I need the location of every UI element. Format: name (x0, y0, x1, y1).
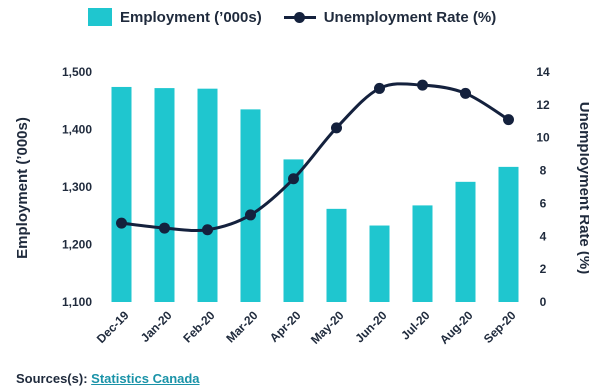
legend-unemployment-label: Unemployment Rate (%) (323, 8, 497, 26)
employment-bar (412, 205, 433, 302)
x-tick-label: Sep-20 (481, 308, 519, 346)
employment-bar (283, 159, 304, 302)
unemployment-point (331, 122, 342, 134)
x-tick-label: Jun-20 (352, 308, 389, 345)
left-tick-label: 1,300 (62, 180, 92, 194)
right-tick-label: 6 (540, 196, 547, 210)
x-tick-label: May-20 (308, 308, 347, 347)
unemployment-line (121, 82, 510, 233)
legend-item-employment: Employment (’000s) (88, 8, 262, 26)
right-tick-label: 12 (536, 98, 550, 112)
x-axis-ticks: Dec-19 Jan-20 Feb-20 Mar-20 Apr-20 May-20 Jun-… (94, 308, 519, 347)
x-tick-label: Aug-20 (437, 308, 476, 347)
x-tick-label: Apr-20 (267, 308, 304, 345)
employment-bar (111, 86, 132, 302)
right-tick-label: 8 (540, 164, 547, 178)
legend-bar-swatch (88, 8, 112, 26)
legend: Employment (’000s) Unemployment Rate (%) (88, 8, 518, 26)
right-tick-label: 14 (536, 65, 550, 79)
x-tick-label: Jan-20 (138, 308, 175, 345)
source-prefix: Sources(s): (16, 371, 88, 386)
employment-bar (154, 88, 175, 302)
legend-line-swatch (283, 8, 316, 26)
unemployment-point (503, 114, 514, 126)
unemployment-point (116, 217, 127, 229)
x-tick-label: Mar-20 (223, 308, 260, 345)
unemployment-point (245, 209, 256, 221)
right-axis-title: Unemployment Rate (%) (576, 102, 589, 275)
left-tick-label: 1,100 (62, 295, 92, 309)
left-axis-title: Employment (’000s) (14, 117, 31, 259)
employment-bar (240, 109, 261, 302)
legend-employment-label: Employment (’000s) (120, 8, 262, 26)
employment-bar (455, 181, 476, 302)
right-tick-label: 2 (540, 262, 547, 276)
left-axis-ticks: 1,100 1,200 1,300 1,400 1,500 (62, 65, 92, 309)
right-tick-label: 4 (540, 229, 547, 243)
unemployment-point (288, 173, 299, 185)
unemployment-point (417, 79, 428, 91)
x-tick-label: Dec-19 (94, 308, 132, 346)
employment-bar (369, 225, 390, 302)
x-tick-label: Jul-20 (398, 308, 433, 343)
legend-item-unemployment: Unemployment Rate (%) (283, 8, 497, 26)
right-axis-ticks: 0 2 4 6 8 10 12 14 (536, 65, 550, 309)
right-tick-label: 10 (536, 131, 550, 145)
employment-bar (498, 166, 519, 302)
unemployment-point (159, 222, 170, 234)
employment-bar (197, 88, 218, 302)
unemployment-line-layer (116, 79, 514, 236)
unemployment-point (202, 224, 213, 236)
unemployment-point (374, 82, 385, 94)
left-tick-label: 1,200 (62, 238, 92, 252)
statistics-canada-link[interactable]: Statistics Canada (91, 371, 200, 386)
left-tick-label: 1,500 (62, 65, 92, 79)
employment-bar (326, 208, 347, 302)
source-note: Sources(s): Statistics Canada (16, 371, 200, 386)
right-tick-label: 0 (540, 295, 547, 309)
unemployment-point (460, 87, 471, 99)
employment-bars (111, 86, 519, 302)
left-tick-label: 1,400 (62, 123, 92, 137)
x-tick-label: Feb-20 (180, 308, 217, 345)
